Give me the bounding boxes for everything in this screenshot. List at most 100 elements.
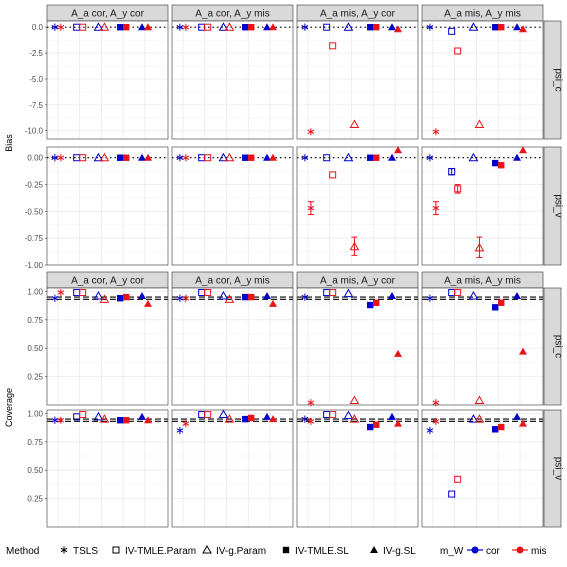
panel-frame	[421, 20, 544, 140]
panel-frame	[171, 287, 294, 406]
data-point	[394, 25, 403, 33]
y-tick-label: -10.0	[25, 127, 44, 136]
y-tick-label: 0.25	[27, 495, 43, 504]
data-point	[57, 416, 65, 424]
data-point	[117, 295, 124, 302]
legend-item-label: IV-TMLE.Param	[125, 546, 196, 557]
legend-item-label: IV-TMLE.SL	[295, 546, 349, 557]
data-point	[204, 411, 212, 419]
data-point	[373, 299, 380, 306]
data-point	[182, 154, 190, 162]
data-point	[248, 293, 255, 301]
y-tick-label: -2.5	[29, 49, 43, 58]
data-point	[242, 24, 249, 31]
data-point	[204, 23, 212, 31]
panel-background	[297, 21, 418, 139]
data-point	[224, 414, 235, 423]
data-point	[343, 152, 354, 162]
data-point	[99, 294, 110, 303]
chart-block-0: A_a cor, A_y cor A_a cor, A_y mis A_a mis,…	[4, 4, 564, 270]
data-point	[323, 23, 331, 31]
data-point	[373, 24, 380, 31]
data-point	[454, 289, 462, 297]
data-point	[79, 154, 87, 162]
data-point	[269, 153, 278, 161]
panel-background	[47, 288, 168, 405]
panel-frame	[296, 409, 419, 528]
panel	[421, 146, 544, 266]
data-point	[123, 24, 130, 31]
row-strip-label: psi_v	[553, 194, 564, 217]
data-point	[367, 301, 374, 309]
data-point	[79, 289, 87, 297]
panel	[421, 409, 544, 528]
data-point	[474, 414, 485, 423]
data-point	[388, 23, 397, 31]
panel-frame	[46, 409, 169, 528]
data-point	[492, 426, 499, 433]
panel-background	[297, 410, 418, 527]
legend-key	[282, 546, 290, 554]
panel-frame	[46, 146, 169, 266]
y-tick-label: -5.0	[29, 75, 43, 84]
data-point	[367, 154, 374, 161]
data-point	[51, 154, 59, 162]
legend-title: Method	[6, 546, 39, 557]
panel-frame	[296, 287, 419, 406]
data-point	[99, 22, 110, 31]
legend-key	[370, 546, 378, 553]
data-point	[263, 153, 272, 161]
panel	[171, 20, 294, 140]
panel-background	[422, 21, 543, 139]
data-point	[218, 409, 229, 419]
row-strip	[543, 146, 562, 266]
data-point	[468, 152, 479, 162]
data-point	[123, 293, 130, 301]
data-point	[519, 347, 528, 355]
data-point	[474, 395, 485, 404]
legend-item-label: TSLS	[73, 546, 98, 557]
data-point	[182, 294, 190, 302]
data-point	[176, 294, 184, 302]
data-point	[99, 152, 110, 162]
y-tick-label: 0.00	[27, 154, 43, 163]
legend-key	[112, 546, 120, 554]
panel-frame	[46, 20, 169, 140]
data-point	[498, 299, 505, 306]
panel-frame	[296, 20, 419, 140]
panel	[46, 20, 169, 140]
data-point	[329, 42, 337, 50]
panel-background	[422, 288, 543, 405]
legend-key	[471, 546, 479, 554]
data-point	[242, 415, 249, 423]
data-point	[144, 153, 153, 161]
data-point	[123, 417, 130, 424]
legend-item-label: mis	[531, 546, 547, 557]
data-point	[388, 412, 397, 420]
data-point	[388, 153, 397, 161]
data-point	[448, 27, 456, 35]
data-point	[99, 414, 110, 423]
panel	[46, 146, 169, 266]
y-tick-label: 0.75	[27, 316, 43, 325]
column-strip-label: A_a mis, A_y mis	[444, 9, 521, 20]
data-point	[329, 171, 337, 179]
data-point	[93, 411, 104, 421]
y-tick-label: 1.00	[27, 409, 43, 418]
error-bar	[476, 236, 483, 258]
data-point	[269, 415, 278, 423]
data-point	[519, 25, 528, 33]
y-tick-label: 0.50	[27, 466, 43, 475]
panel	[46, 287, 169, 406]
data-point	[263, 291, 272, 299]
data-point	[432, 128, 440, 136]
data-point	[394, 146, 403, 154]
column-strip-label: A_a mis, A_y cor	[320, 9, 396, 20]
data-point	[79, 23, 87, 31]
panel	[296, 20, 419, 140]
data-point	[343, 410, 354, 420]
data-point	[454, 475, 462, 483]
panel-background	[172, 147, 293, 265]
panel	[46, 409, 169, 528]
panel-background	[422, 147, 543, 265]
